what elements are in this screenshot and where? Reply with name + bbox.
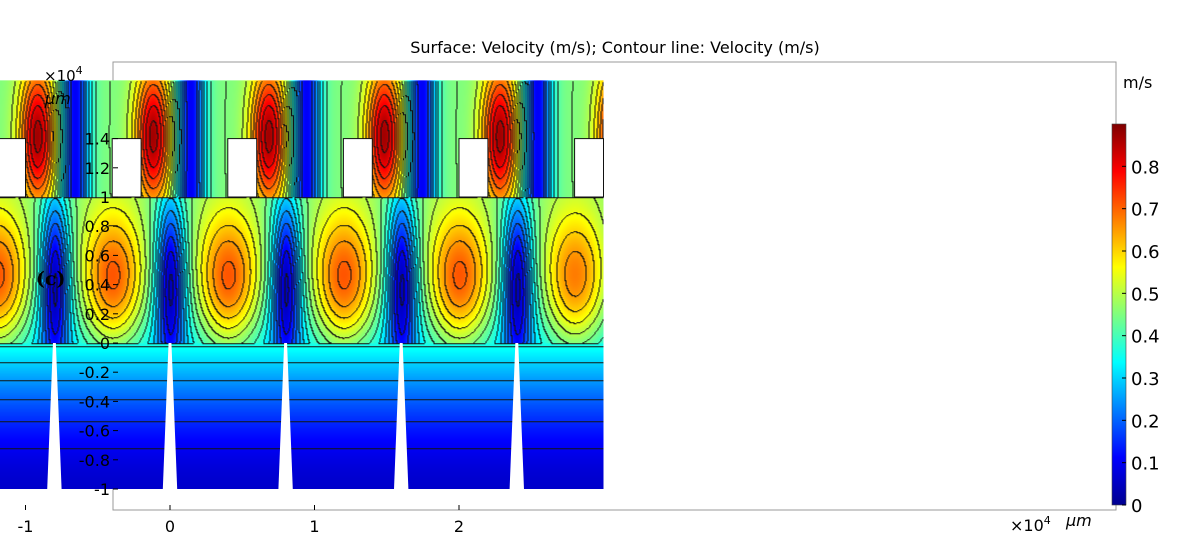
colorbar-tick-label: 0.1 [1131,454,1160,475]
obstacle [227,138,258,198]
y-tick-label: -0.4 [79,392,110,411]
slot [278,343,293,490]
colorbar-tick-label: 0.8 [1131,157,1160,178]
slot [393,343,409,490]
y-tick-label: 1 [100,188,110,207]
y-ticks: 1.4 1.2 1 0.8 0.6 0.4 0.2 0 -0.2 -0.4 -0.6 -0.8 -1 [79,130,118,499]
colorbar-unit: m/s [1123,73,1152,92]
y-tick-label: 0.2 [85,305,110,324]
y-tick-label: 0.6 [85,246,110,265]
obstacle [574,138,604,198]
obstacle [342,138,373,198]
y-scale-label: ×104 [44,64,83,85]
y-tick-label: 1.2 [85,159,110,178]
colorbar [1111,123,1127,506]
y-tick-label: 0.8 [85,217,110,236]
y-tick-label: 1.4 [85,130,110,149]
colorbar-tick-label: 0 [1131,496,1142,517]
y-tick-label: 0 [100,334,110,353]
obstacle [0,138,26,198]
colorbar-tick-label: 0.4 [1131,327,1160,348]
x-tick-label: -1 [18,517,34,536]
slot [162,343,178,490]
y-tick-label: -1 [94,480,110,499]
x-tick-label: 1 [309,517,319,536]
panel-label: (c) [36,268,66,290]
colorbar-ticks: 0.8 0.7 0.6 0.5 0.4 0.3 0.2 0.1 0 [1122,157,1160,517]
slot [47,343,62,490]
colorbar-tick-label: 0.2 [1131,411,1160,432]
chart-title: Surface: Velocity (m/s); Contour line: V… [410,38,820,57]
x-tick-label: 0 [165,517,175,536]
slots [47,343,525,490]
colorbar-tick-label: 0.3 [1131,369,1160,390]
x-scale-label: ×104 [1010,514,1051,535]
colorbar-tick-label: 0.6 [1131,242,1160,263]
slot [509,343,525,490]
x-unit-label: µm [1065,511,1092,530]
y-tick-label: -0.2 [79,363,110,382]
colorbar-tick-label: 0.7 [1131,200,1160,221]
obstacles [0,138,604,198]
x-tick-label: 2 [454,517,464,536]
y-tick-label: -0.8 [79,451,110,470]
y-tick-label: -0.6 [79,422,110,441]
y-unit-label: µm [44,89,71,108]
velocity-surface [0,80,604,489]
y-tick-label: 0.4 [85,276,110,295]
obstacle [458,138,489,198]
colorbar-tick-label: 0.5 [1131,284,1160,305]
